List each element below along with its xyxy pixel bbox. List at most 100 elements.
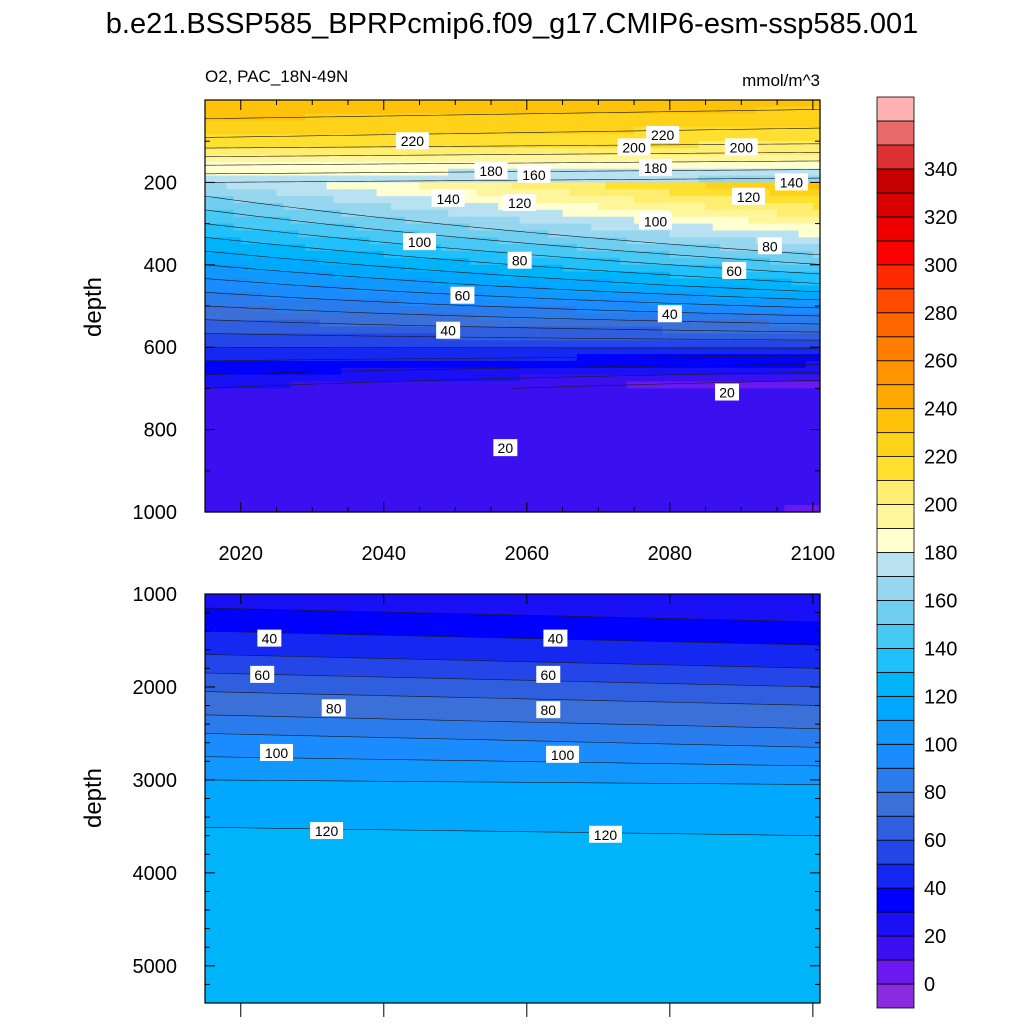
upper-field-cell [762, 422, 771, 431]
upper-field-cell [612, 306, 621, 314]
upper-field-cell [512, 422, 521, 431]
upper-field-cell [569, 244, 578, 252]
upper-field-cell [712, 354, 721, 362]
upper-field-cell [491, 470, 499, 479]
upper-field-cell [212, 463, 220, 472]
upper-field-cell [498, 292, 506, 300]
upper-field-cell [769, 154, 778, 163]
upper-field-cell [691, 484, 700, 492]
upper-field-cell [433, 257, 442, 266]
upper-field-cell [369, 470, 378, 479]
upper-field-cell [619, 326, 628, 335]
upper-field-cell [405, 360, 413, 369]
upper-field-cell [655, 505, 664, 513]
upper-field-cell [469, 450, 478, 458]
upper-field-cell [390, 106, 399, 115]
upper-field-cell [584, 477, 592, 486]
upper-field-cell [626, 312, 635, 321]
upper-field-cell [240, 374, 249, 383]
upper-field-cell [698, 457, 707, 465]
upper-field-cell [433, 306, 442, 314]
upper-field-cell [705, 347, 714, 355]
upper-field-cell [569, 319, 578, 328]
upper-field-cell [648, 230, 657, 238]
upper-field-cell [584, 367, 592, 376]
upper-field-cell [769, 120, 778, 129]
upper-field-cell [712, 422, 721, 431]
upper-field-cell [469, 477, 478, 486]
upper-field-cell [576, 505, 585, 513]
upper-field-cell [290, 409, 299, 417]
upper-field-cell [526, 326, 535, 335]
upper-field-cell [426, 470, 435, 479]
upper-field-cell [433, 216, 442, 225]
upper-field-cell [562, 333, 571, 341]
upper-field-cell [755, 306, 764, 314]
upper-field-cell [576, 257, 585, 266]
upper-field-cell [533, 223, 542, 232]
upper-field-cell [355, 230, 363, 238]
upper-field-cell [798, 196, 807, 204]
upper-field-cell [684, 312, 692, 321]
upper-field-cell [769, 402, 778, 410]
upper-field-cell [412, 436, 421, 444]
upper-field-cell [376, 312, 385, 321]
upper-field-cell [426, 395, 435, 403]
upper-field-cell [219, 182, 228, 190]
upper-field-cell [491, 326, 499, 335]
upper-field-cell [719, 457, 728, 465]
upper-field-cell [326, 278, 335, 286]
upper-field-cell [212, 244, 220, 252]
upper-field-cell [462, 429, 471, 438]
upper-field-cell [605, 168, 614, 177]
upper-field-cell [769, 388, 778, 396]
upper-field-cell [598, 367, 607, 376]
upper-field-cell [676, 491, 685, 499]
upper-field-cell [741, 113, 750, 122]
upper-field-cell [305, 278, 313, 286]
upper-field-cell [319, 223, 328, 232]
upper-field-cell [469, 388, 478, 396]
upper-field-cell [440, 257, 449, 266]
upper-field-cell [591, 237, 599, 245]
upper-field-cell [705, 244, 714, 252]
upper-field-cell [226, 498, 235, 506]
upper-field-cell [526, 388, 535, 396]
upper-field-cell [226, 127, 235, 135]
upper-field-cell [684, 203, 692, 211]
upper-field-cell [598, 463, 607, 472]
upper-field-cell [734, 340, 742, 348]
upper-field-cell [369, 175, 378, 183]
upper-field-cell [619, 299, 628, 307]
upper-field-cell [734, 491, 742, 499]
upper-field-cell [584, 168, 592, 177]
upper-field-cell [390, 278, 399, 286]
upper-field-cell [619, 429, 628, 438]
upper-field-cell [483, 463, 492, 472]
upper-field-cell [641, 299, 649, 307]
upper-field-cell [455, 175, 464, 183]
upper-field-cell [734, 230, 742, 238]
upper-field-cell [791, 484, 800, 492]
upper-field-cell [319, 463, 328, 472]
upper-field-cell [476, 134, 485, 142]
upper-field-cell [419, 203, 428, 211]
upper-field-cell [440, 409, 449, 417]
upper-field-cell [312, 402, 321, 410]
upper-field-cell [619, 100, 628, 108]
upper-field-cell [612, 120, 621, 129]
upper-field-cell [727, 436, 735, 444]
upper-field-cell [669, 347, 678, 355]
upper-field-cell [376, 402, 385, 410]
upper-field-cell [247, 113, 256, 122]
upper-field-cell [312, 299, 321, 307]
upper-field-cell [448, 457, 456, 465]
upper-field-cell [326, 498, 335, 506]
upper-field-cell [698, 306, 707, 314]
upper-field-cell [684, 251, 692, 259]
upper-field-cell [433, 244, 442, 252]
upper-field-cell [412, 264, 421, 273]
upper-field-cell [383, 457, 392, 465]
upper-field-cell [440, 161, 449, 170]
